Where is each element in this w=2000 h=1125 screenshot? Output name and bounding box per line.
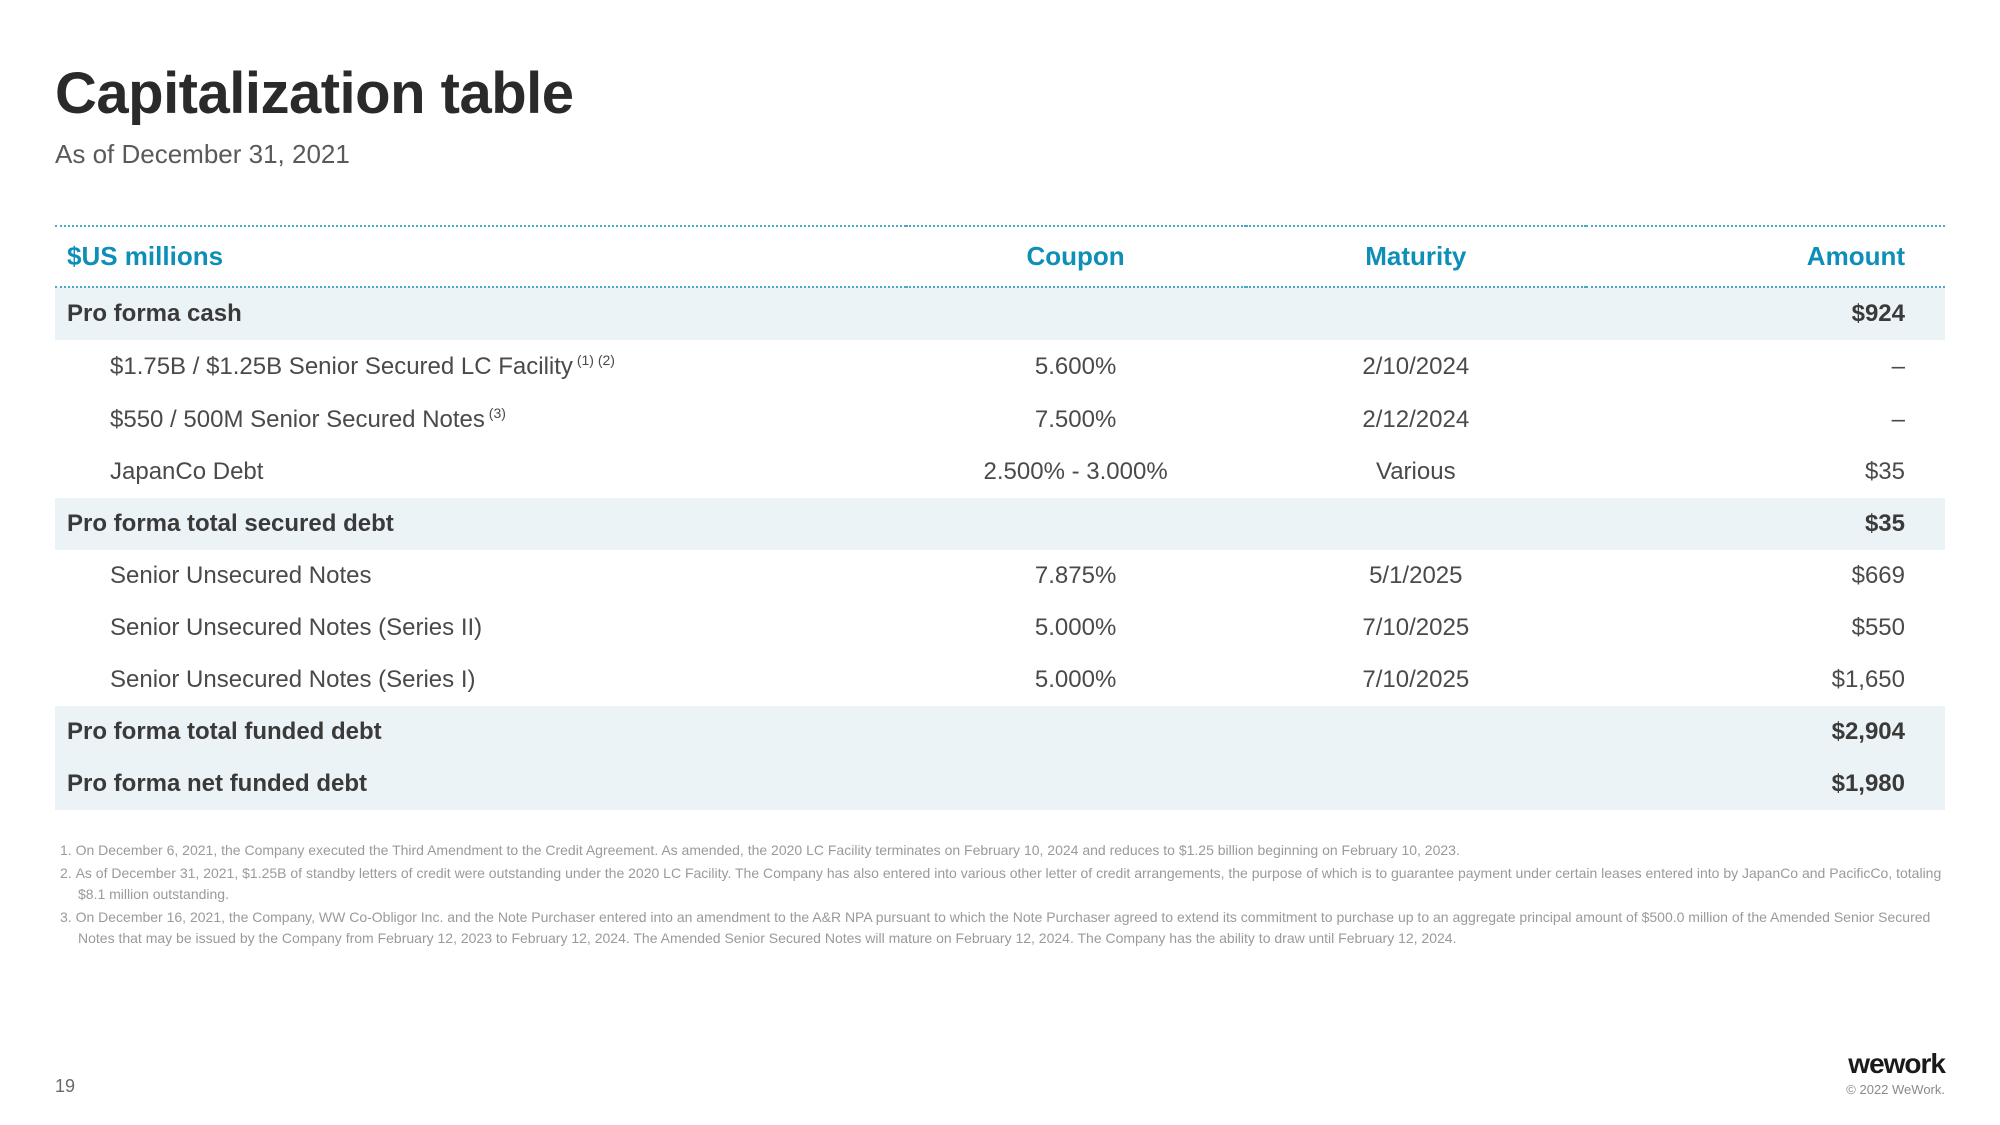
footnote-item: As of December 31, 2021, $1.25B of stand… [73,863,1945,905]
table-row: JapanCo Debt2.500% - 3.000%Various$35 [55,446,1945,498]
cell-amount: $35 [1586,498,1945,550]
cell-maturity: 2/10/2024 [1246,340,1586,393]
brand-block: wework © 2022 WeWork. [1846,1048,1945,1097]
cell-maturity [1246,706,1586,758]
cell-label: JapanCo Debt [55,446,906,498]
cell-maturity: Various [1246,446,1586,498]
cell-label: Pro forma total secured debt [55,498,906,550]
page-title: Capitalization table [55,60,1945,127]
brand-logo: wework [1846,1048,1945,1080]
footnote-item: On December 6, 2021, the Company execute… [73,840,1945,861]
cell-label: Pro forma total funded debt [55,706,906,758]
cell-coupon: 5.600% [906,340,1246,393]
cell-label: Senior Unsecured Notes (Series I) [55,654,906,706]
table-row: $1.75B / $1.25B Senior Secured LC Facili… [55,340,1945,393]
table-row: Senior Unsecured Notes (Series I)5.000%7… [55,654,1945,706]
cell-coupon [906,287,1246,340]
cell-label: Senior Unsecured Notes [55,550,906,602]
cell-maturity [1246,287,1586,340]
cell-amount: $35 [1586,446,1945,498]
table-row: Pro forma total funded debt $2,904 [55,706,1945,758]
cell-coupon: 5.000% [906,654,1246,706]
table-header-row: $US millions Coupon Maturity Amount [55,226,1945,287]
capitalization-table: $US millions Coupon Maturity Amount Pro … [55,225,1945,810]
cell-label: Pro forma net funded debt [55,758,906,810]
col-header-amount: Amount [1586,226,1945,287]
footnote-item: On December 16, 2021, the Company, WW Co… [73,907,1945,949]
cell-coupon [906,498,1246,550]
col-header-maturity: Maturity [1246,226,1586,287]
table-row: Senior Unsecured Notes7.875%5/1/2025$669 [55,550,1945,602]
cell-amount: $924 [1586,287,1945,340]
table-row: Pro forma cash $924 [55,287,1945,340]
page-footer: 19 wework © 2022 WeWork. [55,1048,1945,1097]
cell-amount: $2,904 [1586,706,1945,758]
table-row: Senior Unsecured Notes (Series II)5.000%… [55,602,1945,654]
footnotes-list: On December 6, 2021, the Company execute… [55,840,1945,949]
copyright-text: © 2022 WeWork. [1846,1082,1945,1097]
cell-coupon [906,706,1246,758]
cell-maturity: 2/12/2024 [1246,393,1586,446]
cell-amount: $1,980 [1586,758,1945,810]
cell-amount: – [1586,393,1945,446]
page-subtitle: As of December 31, 2021 [55,139,1945,170]
cell-amount: – [1586,340,1945,393]
cell-maturity: 5/1/2025 [1246,550,1586,602]
table-row: $550 / 500M Senior Secured Notes (3)7.50… [55,393,1945,446]
cell-label: $550 / 500M Senior Secured Notes (3) [55,393,906,446]
cell-maturity: 7/10/2025 [1246,654,1586,706]
cell-amount: $1,650 [1586,654,1945,706]
col-header-coupon: Coupon [906,226,1246,287]
cell-coupon: 5.000% [906,602,1246,654]
page-number: 19 [55,1076,75,1097]
cell-maturity [1246,498,1586,550]
cell-coupon [906,758,1246,810]
cell-coupon: 7.500% [906,393,1246,446]
cell-maturity: 7/10/2025 [1246,602,1586,654]
cell-label: Senior Unsecured Notes (Series II) [55,602,906,654]
cell-amount: $669 [1586,550,1945,602]
cell-label: Pro forma cash [55,287,906,340]
cell-coupon: 7.875% [906,550,1246,602]
footnote-ref: (3) [485,405,506,421]
cell-label: $1.75B / $1.25B Senior Secured LC Facili… [55,340,906,393]
col-header-label: $US millions [55,226,906,287]
table-row: Pro forma total secured debt $35 [55,498,1945,550]
table-row: Pro forma net funded debt $1,980 [55,758,1945,810]
cell-maturity [1246,758,1586,810]
footnote-ref: (1) (2) [573,352,615,368]
cell-coupon: 2.500% - 3.000% [906,446,1246,498]
cell-amount: $550 [1586,602,1945,654]
